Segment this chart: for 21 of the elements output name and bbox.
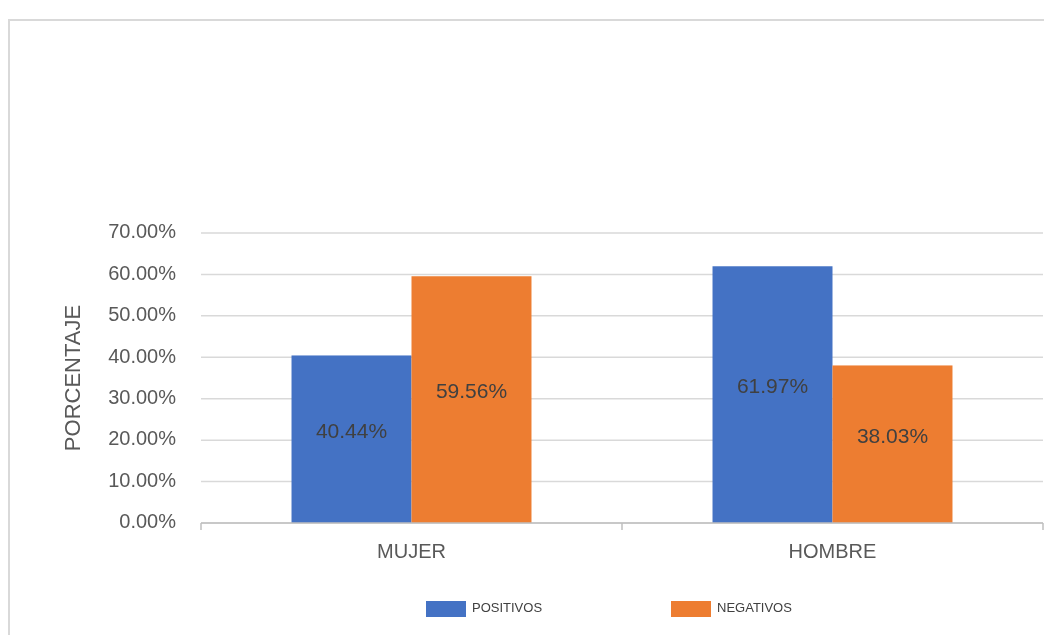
y-tick-label: 70.00% xyxy=(108,220,177,243)
legend-label: POSITIVOS xyxy=(472,600,543,616)
bar xyxy=(712,266,833,523)
x-tick-label: MUJER xyxy=(377,540,446,562)
data-label: 59.56% xyxy=(435,379,508,403)
data-label: 61.97% xyxy=(736,374,809,398)
y-tick-label: 20.00% xyxy=(108,427,177,450)
bar xyxy=(411,276,532,523)
y-tick-label: 10.00% xyxy=(108,468,177,491)
y-tick-label: 50.00% xyxy=(108,303,177,326)
y-tick-label: 30.00% xyxy=(108,386,177,408)
legend-label: NEGATIVOS xyxy=(717,600,793,616)
bar xyxy=(291,355,412,523)
y-tick-label: 0.00% xyxy=(119,510,177,533)
x-tick-label: HOMBRE xyxy=(788,540,877,562)
y-tick-label: 60.00% xyxy=(108,261,177,284)
y-tick-label: 40.00% xyxy=(108,344,177,367)
data-label: 38.03% xyxy=(856,423,929,447)
data-label: 40.44% xyxy=(315,418,388,442)
bar xyxy=(832,365,953,523)
y-axis-title: PORCENTAJE xyxy=(60,304,85,452)
